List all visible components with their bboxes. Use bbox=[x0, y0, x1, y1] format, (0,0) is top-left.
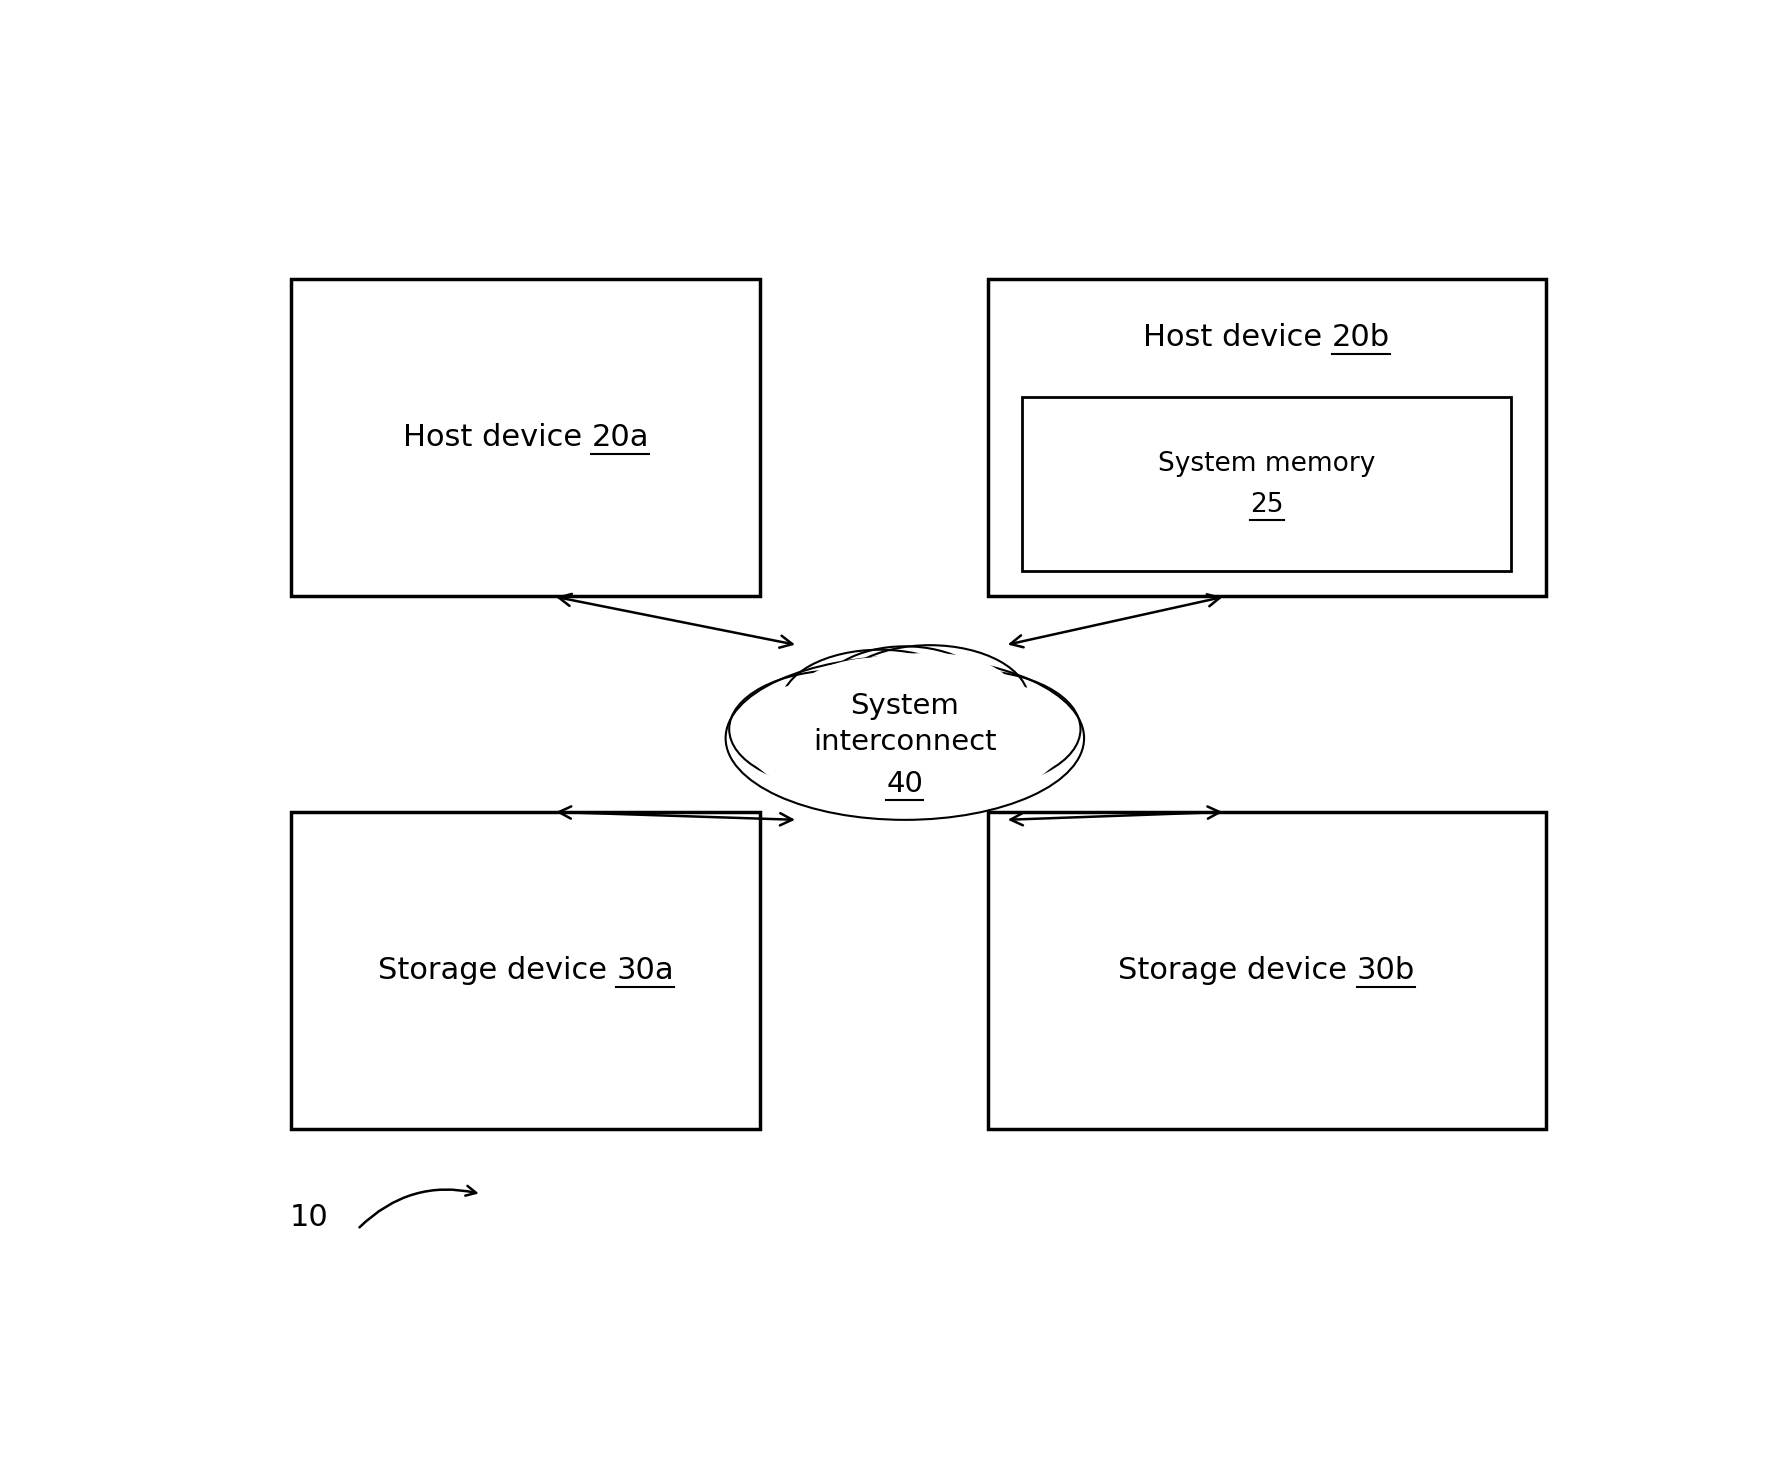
Text: 20a: 20a bbox=[591, 423, 649, 452]
Text: Host device: Host device bbox=[402, 423, 591, 452]
Text: 40: 40 bbox=[886, 769, 923, 797]
Text: 30b: 30b bbox=[1357, 956, 1416, 985]
Text: Storage device: Storage device bbox=[377, 956, 616, 985]
FancyBboxPatch shape bbox=[292, 278, 760, 597]
Ellipse shape bbox=[870, 679, 1069, 779]
Ellipse shape bbox=[827, 654, 982, 739]
Ellipse shape bbox=[831, 645, 1028, 754]
Ellipse shape bbox=[857, 670, 1080, 788]
FancyBboxPatch shape bbox=[292, 812, 760, 1130]
FancyBboxPatch shape bbox=[1023, 396, 1512, 572]
Ellipse shape bbox=[792, 657, 968, 751]
FancyBboxPatch shape bbox=[987, 278, 1546, 597]
Text: System memory: System memory bbox=[1158, 451, 1375, 477]
Ellipse shape bbox=[818, 647, 991, 747]
Text: interconnect: interconnect bbox=[813, 728, 996, 756]
Ellipse shape bbox=[726, 657, 1083, 820]
Ellipse shape bbox=[740, 679, 941, 779]
Text: Storage device: Storage device bbox=[1119, 956, 1357, 985]
Text: 10: 10 bbox=[290, 1203, 329, 1233]
Text: 30a: 30a bbox=[616, 956, 674, 985]
Ellipse shape bbox=[729, 670, 952, 788]
FancyBboxPatch shape bbox=[987, 812, 1546, 1130]
Text: 20b: 20b bbox=[1332, 323, 1389, 352]
Ellipse shape bbox=[781, 650, 978, 759]
Text: Host device: Host device bbox=[1144, 323, 1332, 352]
Ellipse shape bbox=[841, 653, 1019, 747]
FancyArrowPatch shape bbox=[359, 1186, 477, 1227]
Ellipse shape bbox=[744, 667, 1066, 809]
Text: System: System bbox=[850, 692, 959, 720]
Text: 25: 25 bbox=[1251, 492, 1283, 517]
